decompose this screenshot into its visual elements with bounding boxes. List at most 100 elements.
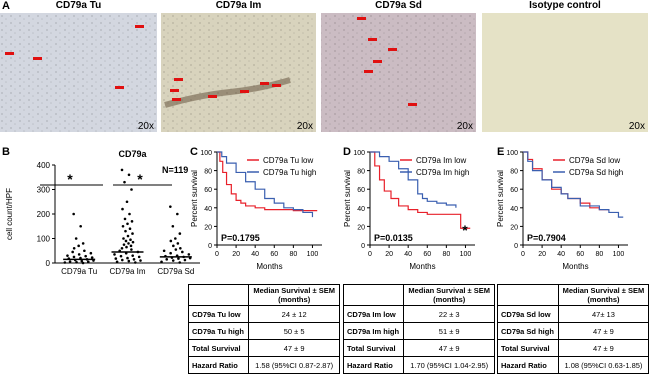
x-tick-label: 60 bbox=[576, 251, 584, 258]
header-text: Median Survival ± SEM bbox=[253, 286, 335, 295]
arrow bbox=[364, 70, 373, 73]
table-row: Hazard Ratio 1.70 (95%CI 1.04-2.95) bbox=[342, 356, 495, 374]
header-text: (months) bbox=[587, 295, 620, 304]
table-cell: 24 ± 12 bbox=[248, 305, 340, 323]
dot bbox=[90, 256, 94, 259]
table-row: CD79a Tu low 24 ± 12 bbox=[187, 305, 340, 323]
survival-curve bbox=[523, 151, 624, 218]
dot bbox=[181, 250, 184, 254]
header-cell: Median Survival ± SEM (months) bbox=[248, 284, 340, 306]
y-tick-label: 20 bbox=[357, 224, 365, 231]
dot bbox=[128, 212, 131, 216]
image-title: CD79a Tu bbox=[56, 0, 101, 11]
dot bbox=[77, 253, 81, 256]
dot bbox=[86, 260, 90, 264]
x-tick-label: 80 bbox=[595, 251, 603, 258]
y-tick-label: 400 bbox=[37, 161, 51, 170]
dot bbox=[81, 242, 85, 245]
micrograph-texture bbox=[0, 13, 157, 132]
dot bbox=[84, 254, 87, 258]
dot bbox=[129, 238, 132, 242]
dot bbox=[127, 242, 130, 245]
dot bbox=[124, 229, 127, 233]
dot bbox=[127, 259, 131, 263]
y-tick-label: 100 bbox=[353, 150, 365, 157]
dot bbox=[169, 205, 172, 208]
y-tick-label: 300 bbox=[37, 186, 51, 195]
dot bbox=[66, 254, 69, 257]
x-tick-label: 60 bbox=[423, 251, 431, 258]
legend-label: CD79a Im low bbox=[416, 156, 466, 165]
x-tick-label: 0 bbox=[368, 251, 372, 258]
dot bbox=[131, 232, 134, 235]
y-tick-label: 60 bbox=[357, 187, 365, 194]
x-tick-label: 60 bbox=[270, 251, 278, 258]
dot bbox=[160, 260, 163, 264]
dot bbox=[126, 256, 129, 260]
table-header-row: Median Survival ± SEM (months) bbox=[342, 284, 495, 306]
table-row: CD79a Tu high 50 ± 5 bbox=[187, 322, 340, 340]
image-title: CD79a Im bbox=[216, 0, 262, 11]
dot bbox=[178, 261, 182, 264]
legend-label: CD79a Sd low bbox=[569, 156, 620, 165]
panel-label: C bbox=[190, 146, 198, 158]
table-cell: 51 ± 9 bbox=[403, 322, 495, 340]
table-header-row: Median Survival ± SEM (months) bbox=[497, 284, 650, 306]
dot bbox=[127, 173, 131, 177]
dot bbox=[165, 258, 169, 261]
panel-label: D bbox=[343, 146, 351, 158]
dot bbox=[80, 259, 84, 263]
dot bbox=[130, 220, 134, 223]
y-tick-label: 40 bbox=[510, 206, 518, 213]
table-cell: 1.58 (95%CI 0.87-2.87) bbox=[248, 356, 340, 374]
arrow bbox=[174, 78, 183, 81]
x-tick-label: 0 bbox=[215, 251, 219, 258]
dot bbox=[129, 244, 133, 248]
micrograph-texture bbox=[161, 13, 316, 132]
y-tick-label: 60 bbox=[204, 187, 212, 194]
x-tick-label: 20 bbox=[538, 251, 546, 258]
magnification: 20x bbox=[629, 121, 645, 132]
y-tick-label: 40 bbox=[204, 206, 212, 213]
dot bbox=[174, 248, 178, 251]
y-tick-label: 100 bbox=[200, 150, 212, 157]
table-cell: CD79a Im high bbox=[342, 322, 405, 340]
header-cell: Median Survival ± SEM (months) bbox=[403, 284, 495, 306]
p-value: P=0.7904 bbox=[527, 233, 566, 243]
dot bbox=[75, 260, 78, 264]
dot bbox=[179, 247, 182, 250]
dot bbox=[81, 261, 85, 265]
arrow bbox=[135, 25, 144, 28]
table-cell: 1.08 (95%CI 0.63-1.85) bbox=[557, 356, 650, 374]
significance: * bbox=[462, 222, 468, 238]
table-cell: CD79a Tu low bbox=[187, 305, 250, 323]
table-row: Total Survival 47 ± 9 bbox=[497, 339, 650, 357]
header-text: Median Survival ± SEM bbox=[408, 286, 491, 295]
dot bbox=[169, 251, 172, 255]
dot bbox=[77, 244, 80, 248]
survival-curve bbox=[217, 151, 318, 212]
dot bbox=[187, 253, 191, 256]
x-tick-label: CD79a Sd bbox=[157, 267, 194, 276]
dot bbox=[162, 249, 166, 253]
arrow bbox=[368, 38, 377, 41]
table-cell: Total Survival bbox=[187, 339, 250, 357]
header-text: Median Survival ± SEM bbox=[562, 286, 645, 295]
panel-label: E bbox=[497, 146, 504, 158]
header-cell bbox=[497, 284, 559, 306]
dot bbox=[68, 260, 72, 263]
table-cell: 47 ± 9 bbox=[557, 339, 650, 357]
table-row: Hazard Ratio 1.08 (95%CI 0.63-1.85) bbox=[497, 356, 650, 374]
dot bbox=[121, 207, 124, 211]
dot bbox=[130, 248, 133, 251]
dot bbox=[131, 240, 135, 244]
arrow bbox=[208, 95, 217, 98]
legend-label: CD79a Tu low bbox=[263, 156, 313, 165]
arrow bbox=[170, 89, 179, 92]
image-title: CD79a Sd bbox=[375, 0, 422, 11]
dot bbox=[176, 242, 180, 245]
dot bbox=[71, 250, 74, 254]
table-row: CD79a Sd high 47 ± 9 bbox=[497, 322, 650, 340]
